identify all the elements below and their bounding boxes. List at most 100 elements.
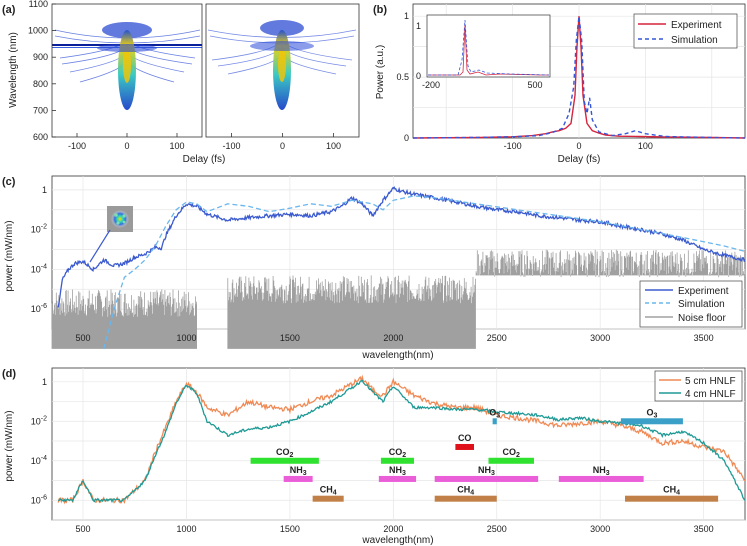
band-nh3	[434, 475, 539, 482]
legend-c-noise: Noise floor	[678, 313, 726, 324]
xtick-label: 1500	[280, 333, 300, 343]
b-ytick-label: 0	[404, 133, 409, 143]
panel-c-xlabel: wavelength(nm)	[361, 350, 433, 361]
panel-b: (b) -100 0 100 0 0.5 1 1 0 -200 500 Experimen…	[373, 3, 746, 165]
band-nh3	[283, 475, 313, 482]
legend-c-simulation: Simulation	[678, 299, 725, 310]
panel-a-ylabel: Wavelength (nm)	[8, 32, 19, 108]
a-xtick-label: 100	[169, 141, 184, 151]
panel-a-label: (a)	[2, 4, 16, 16]
panel-b-lines	[412, 16, 746, 139]
b-ytick-label: 1	[404, 11, 409, 21]
band-label-ch4: CH4	[320, 485, 337, 497]
xtick-label: 500	[76, 333, 91, 343]
panel-a-xlabel: Delay (fs)	[183, 154, 226, 165]
ytick-label: 10-2	[31, 415, 47, 426]
inset-ytick-0: 0	[416, 71, 421, 81]
a-xtick-label: 0	[280, 141, 285, 151]
a-ytick-label: 900	[33, 52, 48, 62]
band-label-nh3: NH3	[478, 465, 495, 477]
legend-d-4cm: 4 cm HNLF	[685, 389, 736, 400]
a-xtick-label: 100	[326, 141, 341, 151]
beam-spot-image	[89, 206, 133, 263]
a-ytick-label: 700	[33, 105, 48, 115]
ytick-label: 1	[42, 185, 47, 195]
panel-b-label: (b)	[373, 4, 387, 16]
panel-c-lines	[57, 186, 746, 350]
band-label-o3: O3	[489, 407, 500, 419]
b-xtick-label: -100	[504, 141, 522, 151]
ytick-label: 10-4	[31, 263, 47, 274]
xtick-label: 2500	[487, 333, 507, 343]
panel-d: (d) CO2 CO2 CO2 NH3 NH3 NH3 NH3 CH4 CH4 CH4 CO O3 O3…	[2, 367, 746, 546]
a-ytick-label: 600	[33, 132, 48, 142]
noise-floor-segment	[227, 275, 476, 349]
panel-d-ylabel: power (mW/nm)	[4, 410, 15, 481]
band-o3	[492, 418, 497, 425]
c-series-simulation	[103, 195, 746, 350]
b-xtick-label: 0	[576, 141, 581, 151]
band-label-nh3: NH3	[593, 465, 610, 477]
legend-d-5cm: 5 cm HNLF	[685, 376, 736, 387]
ytick-label: 10-2	[31, 224, 47, 235]
noise-floor-segment	[51, 289, 197, 349]
panel-c-noise	[51, 249, 746, 349]
ytick-label: 10-4	[31, 455, 47, 466]
band-co	[455, 443, 475, 450]
inset-ytick-1: 1	[416, 21, 421, 31]
band-ch4	[312, 495, 344, 502]
panel-d-label: (d)	[2, 368, 16, 380]
band-label-co2: CO2	[276, 447, 294, 459]
panel-a-ticks: 600 700 800 900 1000 1100 -100 0 100 -100 0 100	[28, 0, 341, 151]
legend-simulation: Simulation	[671, 35, 718, 46]
ytick-label: 10-6	[31, 494, 47, 505]
band-co2	[488, 457, 534, 464]
a-ytick-label: 1100	[29, 0, 48, 9]
panel-b-legend: Experiment Simulation	[633, 13, 738, 49]
d-series-4-cm-hnlf	[58, 379, 746, 504]
inset-xtick-1: 500	[527, 80, 542, 90]
ytick-label: 10-6	[31, 303, 47, 314]
a-ytick-label: 800	[33, 79, 48, 89]
panel-c-label: (c)	[2, 176, 16, 188]
band-label-nh3: NH3	[290, 465, 307, 477]
xtick-label: 3000	[590, 333, 610, 343]
band-label-co2: CO2	[389, 447, 407, 459]
panel-b-xlabel: Delay (fs)	[558, 154, 601, 165]
xtick-label: 1000	[176, 524, 196, 534]
a-xtick-label: -100	[68, 141, 86, 151]
ytick-label: 1	[42, 377, 47, 387]
band-ch4	[434, 495, 497, 502]
panel-c-legend: Experiment Simulation Noise floor	[639, 280, 743, 328]
d-series-5-cm-hnlf	[57, 374, 746, 505]
band-o3	[620, 418, 683, 425]
xtick-label: 1500	[280, 524, 300, 534]
b-series-simulation	[412, 16, 746, 139]
xtick-label: 2000	[383, 333, 403, 343]
band-label-nh3: NH3	[389, 465, 406, 477]
panel-b-inset: 1 0 -200 500	[416, 14, 551, 90]
band-label-co2: CO2	[503, 447, 521, 459]
a-xtick-label: -100	[222, 141, 240, 151]
legend-c-experiment: Experiment	[678, 286, 729, 297]
heatmap-right	[206, 4, 359, 137]
band-nh3	[378, 475, 417, 482]
panel-c-ticks: 500 1000 1500 2000 2500 3000 3500 10-6 10-4 10-2 1	[31, 185, 714, 343]
band-label-ch4: CH4	[457, 485, 474, 497]
band-label-co: CO	[458, 433, 472, 443]
xtick-label: 500	[76, 524, 91, 534]
inset-xtick-0: -200	[422, 80, 440, 90]
panel-d-xlabel: wavelength(nm)	[361, 535, 433, 546]
a-ytick-label: 1000	[28, 26, 48, 36]
b-xtick-label: 100	[638, 141, 653, 151]
xtick-label: 3000	[590, 524, 610, 534]
xtick-label: 2000	[383, 524, 403, 534]
band-nh3	[558, 475, 644, 482]
legend-experiment: Experiment	[671, 20, 722, 31]
noise-floor-segment	[475, 249, 746, 278]
band-ch4	[625, 495, 719, 502]
heatmap-left	[52, 4, 202, 137]
band-label-o3: O3	[646, 407, 657, 419]
panel-c-ylabel: power (mW/nm)	[4, 220, 15, 291]
b-ytick-label: 0.5	[396, 72, 409, 82]
